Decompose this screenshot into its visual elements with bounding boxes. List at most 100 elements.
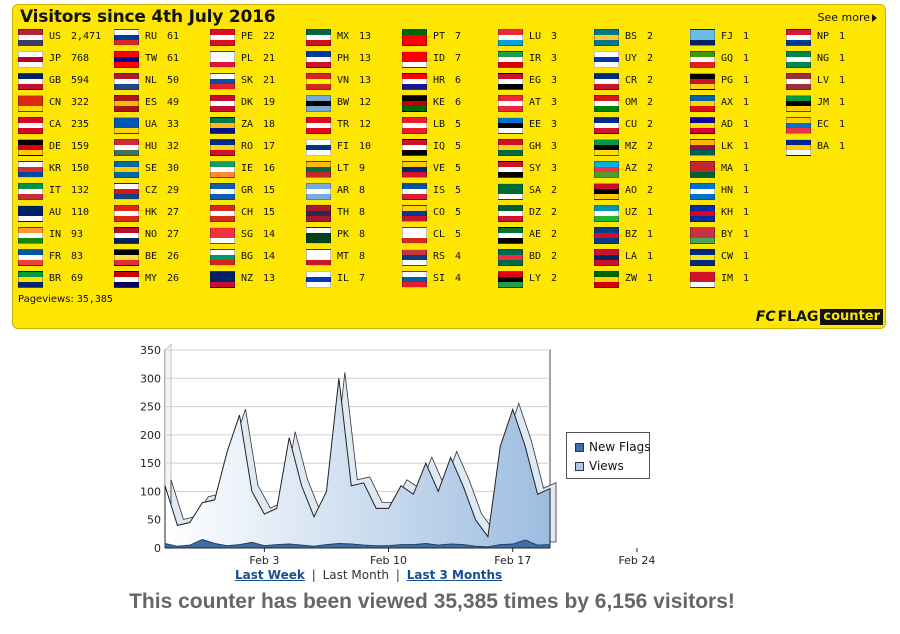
last-3-months-link[interactable]: Last 3 Months <box>406 568 503 582</box>
flag-entry-cr[interactable]: CR 2 <box>594 73 690 91</box>
flag-entry-lt[interactable]: LT 9 <box>306 161 402 179</box>
flag-entry-zw[interactable]: ZW 1 <box>594 271 690 289</box>
flag-entry-sa[interactable]: SA 2 <box>498 183 594 201</box>
flag-entry-ch[interactable]: CH 15 <box>210 205 306 223</box>
flag-entry-cl[interactable]: CL 5 <box>402 227 498 245</box>
flag-entry-bd[interactable]: BD 2 <box>498 249 594 267</box>
flag-entry-az[interactable]: AZ 2 <box>594 161 690 179</box>
flag-entry-ru[interactable]: RU 61 <box>114 29 210 47</box>
flag-entry-si[interactable]: SI 4 <box>402 271 498 289</box>
flag-entry-be[interactable]: BE 26 <box>114 249 210 267</box>
flag-entry-pg[interactable]: PG 1 <box>690 73 786 91</box>
flag-entry-bg[interactable]: BG 14 <box>210 249 306 267</box>
flag-entry-bz[interactable]: BZ 1 <box>594 227 690 245</box>
flag-entry-is[interactable]: IS 5 <box>402 183 498 201</box>
flag-entry-gq[interactable]: GQ 1 <box>690 51 786 69</box>
flag-entry-np[interactable]: NP 1 <box>786 29 882 47</box>
flag-entry-ad[interactable]: AD 1 <box>690 117 786 135</box>
flag-entry-uy[interactable]: UY 2 <box>594 51 690 69</box>
flag-entry-th[interactable]: TH 8 <box>306 205 402 223</box>
flag-entry-pl[interactable]: PL 21 <box>210 51 306 69</box>
flag-entry-lk[interactable]: LK 1 <box>690 139 786 157</box>
flag-entry-im[interactable]: IM 1 <box>690 271 786 289</box>
flag-entry-ao[interactable]: AO 2 <box>594 183 690 201</box>
flag-entry-by[interactable]: BY 1 <box>690 227 786 245</box>
flag-entry-dz[interactable]: DZ 2 <box>498 205 594 223</box>
flag-entry-lu[interactable]: LU 3 <box>498 29 594 47</box>
flag-entry-id[interactable]: ID 7 <box>402 51 498 69</box>
flag-entry-lb[interactable]: LB 5 <box>402 117 498 135</box>
flag-entry-mz[interactable]: MZ 2 <box>594 139 690 157</box>
logo-mark[interactable]: FC <box>755 309 776 325</box>
arrow-right-icon[interactable] <box>872 14 877 22</box>
flag-entry-pk[interactable]: PK 8 <box>306 227 402 245</box>
logo-flag-text[interactable]: FLAG <box>777 309 819 325</box>
flag-entry-hk[interactable]: HK 27 <box>114 205 210 223</box>
flag-entry-nl[interactable]: NL 50 <box>114 73 210 91</box>
flag-entry-jp[interactable]: JP 768 <box>18 51 114 69</box>
flag-entry-au[interactable]: AU 110 <box>18 205 114 223</box>
flag-entry-vn[interactable]: VN 13 <box>306 73 402 91</box>
flag-entry-ba[interactable]: BA 1 <box>786 139 882 157</box>
flag-entry-ie[interactable]: IE 16 <box>210 161 306 179</box>
flag-entry-hu[interactable]: HU 32 <box>114 139 210 157</box>
flag-entry-co[interactable]: CO 5 <box>402 205 498 223</box>
flag-entry-mt[interactable]: MT 8 <box>306 249 402 267</box>
flag-entry-fr[interactable]: FR 83 <box>18 249 114 267</box>
see-more-label[interactable]: See more <box>817 11 870 24</box>
flag-entry-tw[interactable]: TW 61 <box>114 51 210 69</box>
flag-entry-iq[interactable]: IQ 5 <box>402 139 498 157</box>
flag-entry-ng[interactable]: NG 1 <box>786 51 882 69</box>
flag-entry-fj[interactable]: FJ 1 <box>690 29 786 47</box>
flag-entry-ro[interactable]: RO 17 <box>210 139 306 157</box>
flag-entry-no[interactable]: NO 27 <box>114 227 210 245</box>
flag-entry-ph[interactable]: PH 13 <box>306 51 402 69</box>
flag-entry-br[interactable]: BR 69 <box>18 271 114 289</box>
flag-entry-za[interactable]: ZA 18 <box>210 117 306 135</box>
flag-entry-kr[interactable]: KR 150 <box>18 161 114 179</box>
flag-entry-ly[interactable]: LY 2 <box>498 271 594 289</box>
flag-entry-ma[interactable]: MA 1 <box>690 161 786 179</box>
flag-entry-gb[interactable]: GB 594 <box>18 73 114 91</box>
flag-entry-jm[interactable]: JM 1 <box>786 95 882 113</box>
flag-entry-ax[interactable]: AX 1 <box>690 95 786 113</box>
flag-entry-mx[interactable]: MX 13 <box>306 29 402 47</box>
flag-entry-my[interactable]: MY 26 <box>114 271 210 289</box>
flag-entry-sg[interactable]: SG 14 <box>210 227 306 245</box>
flag-entry-fi[interactable]: FI 10 <box>306 139 402 157</box>
flag-entry-ae[interactable]: AE 2 <box>498 227 594 245</box>
flag-entry-ua[interactable]: UA 33 <box>114 117 210 135</box>
flag-entry-at[interactable]: AT 3 <box>498 95 594 113</box>
flag-entry-la[interactable]: LA 1 <box>594 249 690 267</box>
flag-entry-ke[interactable]: KE 6 <box>402 95 498 113</box>
flag-entry-ca[interactable]: CA 235 <box>18 117 114 135</box>
flag-entry-es[interactable]: ES 49 <box>114 95 210 113</box>
flag-entry-ir[interactable]: IR 3 <box>498 51 594 69</box>
flag-entry-cw[interactable]: CW 1 <box>690 249 786 267</box>
flag-entry-hr[interactable]: HR 6 <box>402 73 498 91</box>
flag-entry-eg[interactable]: EG 3 <box>498 73 594 91</box>
flag-entry-pe[interactable]: PE 22 <box>210 29 306 47</box>
last-week-link[interactable]: Last Week <box>235 568 305 582</box>
flag-entry-ec[interactable]: EC 1 <box>786 117 882 135</box>
flag-entry-il[interactable]: IL 7 <box>306 271 402 289</box>
flag-entry-it[interactable]: IT 132 <box>18 183 114 201</box>
see-more-link[interactable]: See more <box>817 11 877 24</box>
flag-entry-bw[interactable]: BW 12 <box>306 95 402 113</box>
flag-entry-ar[interactable]: AR 8 <box>306 183 402 201</box>
flag-entry-pt[interactable]: PT 7 <box>402 29 498 47</box>
flag-entry-tr[interactable]: TR 12 <box>306 117 402 135</box>
flag-entry-gh[interactable]: GH 3 <box>498 139 594 157</box>
flag-entry-hn[interactable]: HN 1 <box>690 183 786 201</box>
flag-entry-cz[interactable]: CZ 29 <box>114 183 210 201</box>
flag-entry-in[interactable]: IN 93 <box>18 227 114 245</box>
flag-entry-uz[interactable]: UZ 1 <box>594 205 690 223</box>
flag-entry-kh[interactable]: KH 1 <box>690 205 786 223</box>
flag-entry-cn[interactable]: CN 322 <box>18 95 114 113</box>
flag-entry-bs[interactable]: BS 2 <box>594 29 690 47</box>
flag-entry-gr[interactable]: GR 15 <box>210 183 306 201</box>
flag-entry-om[interactable]: OM 2 <box>594 95 690 113</box>
flag-entry-se[interactable]: SE 30 <box>114 161 210 179</box>
flag-entry-dk[interactable]: DK 19 <box>210 95 306 113</box>
flag-entry-ee[interactable]: EE 3 <box>498 117 594 135</box>
